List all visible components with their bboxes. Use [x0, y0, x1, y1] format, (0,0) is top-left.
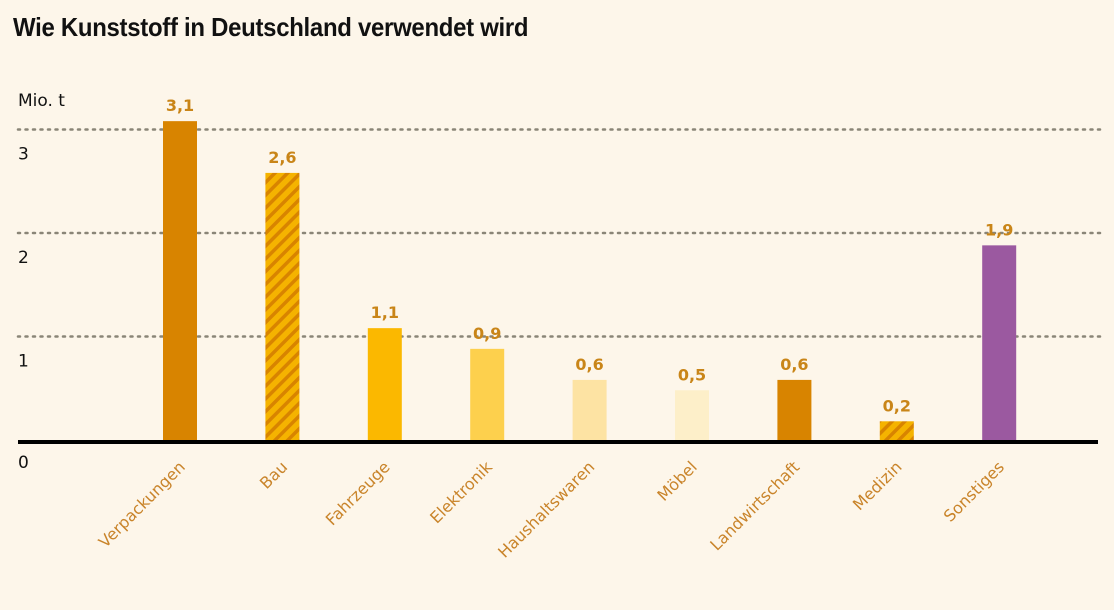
value-label: 0,2 [883, 396, 911, 415]
value-label: 0,6 [780, 355, 808, 374]
gridlines [16, 128, 1102, 338]
bar-landwirtschaft [777, 379, 812, 442]
x-tick-label: Bau [256, 457, 291, 492]
x-tick-label: Haushaltswaren [494, 457, 598, 561]
bar-elektronik [470, 348, 505, 442]
bars [163, 121, 1017, 443]
y-tick-label: 0 [18, 453, 29, 473]
value-label: 2,6 [268, 148, 296, 167]
bar-haushaltswaren [572, 379, 607, 442]
bar-fahrzeuge [367, 328, 402, 442]
y-tick-label: 2 [18, 248, 29, 268]
value-label: 3,1 [166, 96, 194, 115]
bar-sonstiges [982, 245, 1017, 442]
value-label: 1,9 [985, 220, 1013, 239]
x-tick-label: Verpackungen [95, 457, 189, 551]
bar-möbel [675, 390, 709, 442]
value-label: 0,5 [678, 365, 706, 384]
bar-bau [265, 172, 300, 442]
bar-medizin [879, 421, 914, 442]
x-axis-labels: Verpackungen Bau Fahrzeuge ElektronikHausha… [95, 457, 1008, 562]
chart-title: Wie Kunststoff in Deutschland verwendet … [13, 12, 529, 42]
value-label: 0,6 [575, 355, 603, 374]
y-tick-label: 3 [18, 145, 29, 165]
x-tick-label: Fahrzeuge [322, 457, 394, 529]
y-tick-label: 1 [18, 352, 29, 372]
value-label: 1,1 [371, 303, 399, 322]
x-tick-label: Elektronik [426, 457, 496, 527]
x-tick-label: Medizin [849, 457, 906, 514]
x-tick-label: Landwirtschaft [706, 457, 803, 554]
y-axis-ticks: 0 1 2 3 [18, 145, 29, 474]
x-tick-label: Sonstiges [940, 457, 1008, 525]
y-axis-unit-label: Mio. t [18, 91, 65, 111]
value-labels: 3,1 2,6 1,1 0,9 0,6 0,5 0,6 0,2 1,9 [166, 96, 1014, 415]
value-label: 0,9 [473, 324, 501, 343]
x-tick-label: Möbel [653, 457, 700, 504]
bar-verpackungen [163, 121, 197, 443]
